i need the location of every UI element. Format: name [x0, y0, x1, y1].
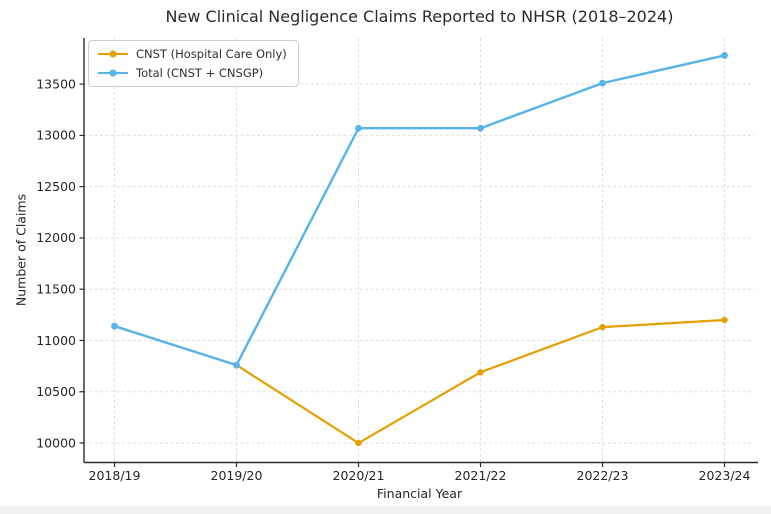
y-tick-label: 11500	[36, 282, 76, 297]
y-axis-label: Number of Claims	[13, 193, 29, 307]
data-point	[355, 124, 362, 132]
series-line-1	[113, 54, 726, 367]
data-point	[721, 52, 728, 59]
y-tick-label: 11000	[36, 333, 76, 348]
y-tick-label: 12500	[36, 179, 76, 194]
legend-entry-cnst: CNST (Hospital Care Only)	[98, 46, 287, 62]
x-tick-label: 2018/19	[89, 468, 141, 483]
x-tick-label: 2023/24	[699, 468, 751, 483]
x-tick-label: 2020/21	[333, 468, 385, 483]
x-tick-label: 2022/23	[577, 468, 629, 483]
data-point	[111, 322, 118, 330]
y-tick-label: 10500	[36, 384, 76, 399]
legend-entry-total: Total (CNST + CNSGP)	[98, 65, 287, 81]
data-point	[355, 439, 362, 447]
cnst-line-marker-icon	[98, 49, 128, 59]
data-point	[477, 124, 484, 132]
legend: CNST (Hospital Care Only) Total (CNST + …	[88, 40, 299, 87]
legend-label-cnst: CNST (Hospital Care Only)	[136, 47, 287, 61]
data-point	[477, 369, 484, 376]
legend-label-total: Total (CNST + CNSGP)	[136, 66, 264, 80]
x-axis-label: Financial Year	[376, 486, 463, 501]
y-tick-label: 13500	[36, 76, 76, 91]
data-point	[599, 323, 606, 331]
chart-title: New Clinical Negligence Claims Reported …	[165, 7, 674, 26]
data-point	[721, 316, 728, 324]
y-tick-label: 13000	[36, 128, 76, 143]
y-tick-label: 12000	[36, 230, 76, 245]
total-line-marker-icon	[98, 68, 128, 78]
y-tick-label: 10000	[36, 435, 76, 450]
x-tick-label: 2021/22	[455, 468, 507, 483]
x-tick-label: 2019/20	[211, 468, 263, 483]
series-line-0	[113, 318, 726, 445]
legend-sample-dot-1	[109, 69, 117, 77]
bottom-strip	[0, 506, 771, 514]
data-point	[233, 361, 240, 369]
data-point	[599, 79, 606, 87]
legend-sample-dot-0	[109, 50, 117, 58]
